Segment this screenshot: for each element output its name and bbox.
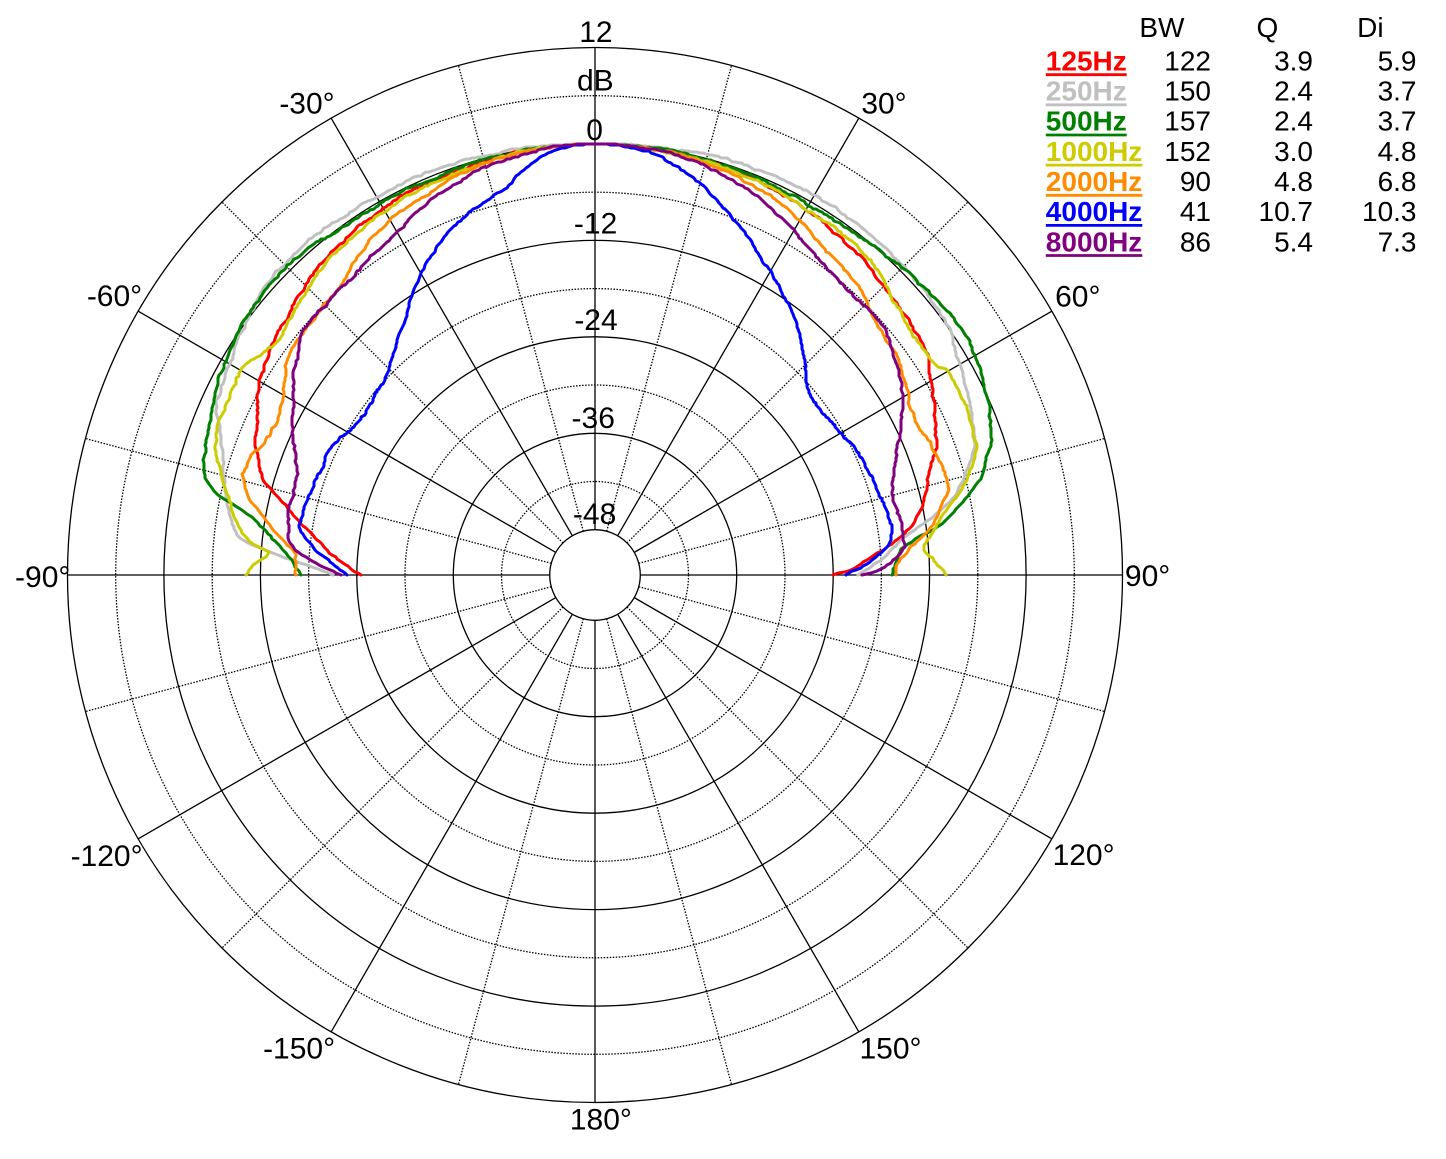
svg-text:0: 0 [586,114,603,147]
svg-text:150: 150 [1164,76,1211,107]
svg-text:Di: Di [1357,12,1383,43]
svg-text:122: 122 [1164,46,1211,77]
svg-text:4000Hz: 4000Hz [1046,196,1143,227]
svg-text:-60°: -60° [87,280,142,313]
svg-text:dB: dB [577,64,614,97]
svg-text:125Hz: 125Hz [1046,46,1127,77]
svg-text:4.8: 4.8 [1378,136,1417,167]
svg-text:-30°: -30° [279,88,334,121]
svg-text:30°: 30° [861,87,906,120]
svg-text:3.9: 3.9 [1274,46,1313,77]
svg-text:10.3: 10.3 [1362,196,1417,227]
svg-text:8000Hz: 8000Hz [1046,226,1143,257]
svg-text:60°: 60° [1055,281,1100,314]
svg-text:BW: BW [1139,12,1185,43]
svg-text:-90°: -90° [15,561,70,594]
svg-text:-24: -24 [574,304,617,337]
svg-text:3.7: 3.7 [1378,76,1417,107]
svg-text:-48: -48 [573,498,616,531]
svg-text:-12: -12 [574,208,617,241]
svg-text:1000Hz: 1000Hz [1046,136,1143,167]
svg-text:152: 152 [1164,136,1211,167]
svg-text:2.4: 2.4 [1274,76,1313,107]
svg-text:-36: -36 [572,402,615,435]
svg-text:4.8: 4.8 [1274,166,1313,197]
svg-text:41: 41 [1180,196,1211,227]
svg-text:250Hz: 250Hz [1046,76,1127,107]
svg-text:5.9: 5.9 [1378,46,1417,77]
svg-text:86: 86 [1180,226,1211,257]
svg-text:6.8: 6.8 [1378,166,1417,197]
svg-text:90: 90 [1180,166,1211,197]
svg-text:7.3: 7.3 [1378,226,1417,257]
svg-text:2000Hz: 2000Hz [1046,166,1143,197]
svg-text:3.0: 3.0 [1274,136,1313,167]
svg-text:120°: 120° [1053,839,1115,872]
svg-text:3.7: 3.7 [1378,106,1417,137]
svg-text:12: 12 [579,16,612,49]
svg-text:Q: Q [1257,12,1279,43]
svg-text:180°: 180° [570,1103,632,1136]
svg-text:10.7: 10.7 [1259,196,1314,227]
svg-text:90°: 90° [1125,560,1170,593]
svg-text:150°: 150° [859,1033,921,1066]
svg-text:500Hz: 500Hz [1046,106,1127,137]
svg-text:2.4: 2.4 [1274,106,1313,137]
svg-text:-120°: -120° [71,840,143,873]
svg-text:5.4: 5.4 [1274,226,1313,257]
svg-text:157: 157 [1164,106,1211,137]
svg-text:-150°: -150° [263,1033,335,1066]
